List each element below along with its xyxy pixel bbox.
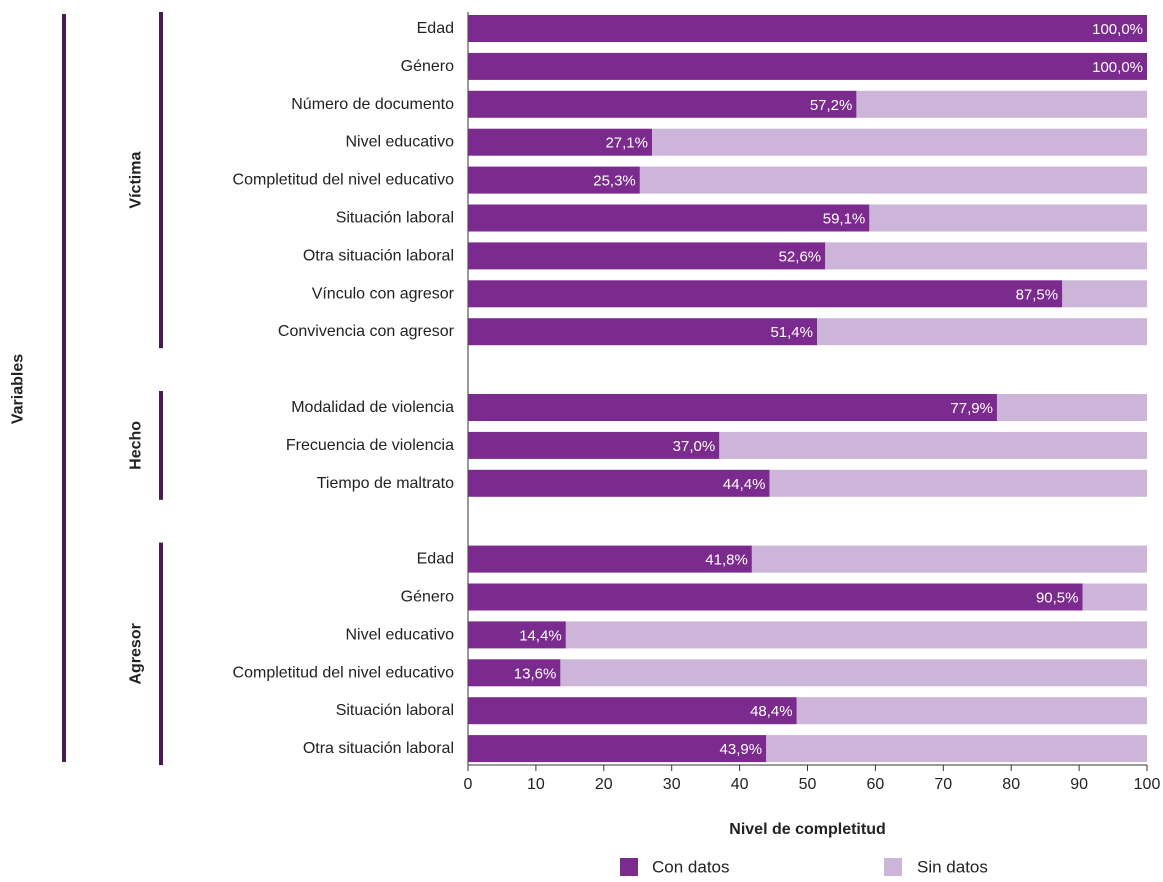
legend-label-con-datos: Con datos (652, 858, 730, 877)
group-bracket (159, 542, 163, 766)
data-label: 48,4% (750, 703, 793, 720)
data-label: 87,5% (1016, 286, 1059, 303)
bar-sin-datos (996, 394, 1147, 421)
data-label: 57,2% (810, 97, 853, 114)
data-label: 43,9% (720, 741, 763, 758)
category-label: Convivencia con agresor (278, 323, 455, 340)
data-label: 41,8% (705, 552, 748, 569)
data-label: 25,3% (593, 173, 636, 190)
data-label: 100,0% (1092, 21, 1143, 38)
x-tick-label: 80 (1002, 776, 1020, 793)
legend-swatch-sin-datos (884, 858, 902, 876)
data-label: 100,0% (1092, 59, 1143, 76)
data-label: 59,1% (823, 211, 866, 228)
variables-bracket (62, 14, 66, 762)
x-tick-label: 40 (731, 776, 749, 793)
category-label: Completitud del nivel educativo (233, 664, 455, 681)
category-label: Otra situación laboral (303, 247, 454, 264)
x-tick-label: 0 (464, 776, 473, 793)
bar-con-datos (468, 583, 1083, 611)
data-label: 51,4% (770, 324, 813, 341)
x-tick-label: 30 (663, 776, 681, 793)
x-tick-label: 20 (595, 776, 613, 793)
bar-con-datos (468, 166, 640, 194)
data-label: 52,6% (779, 248, 822, 265)
bar-sin-datos (825, 242, 1147, 270)
bar-con-datos (468, 469, 770, 497)
legend-swatch-con-datos (620, 858, 638, 876)
x-tick-label: 70 (934, 776, 952, 793)
bar-sin-datos (652, 128, 1147, 156)
data-label: 37,0% (673, 438, 716, 455)
group-label: Víctima (128, 152, 145, 209)
bar-con-datos (468, 545, 752, 573)
bar-con-datos (468, 15, 1147, 42)
x-tick-label: 10 (527, 776, 545, 793)
x-tick-label: 50 (799, 776, 817, 793)
data-label: 77,9% (950, 400, 993, 417)
y-axis-title: Variables (10, 354, 27, 424)
bar-sin-datos (766, 735, 1147, 763)
category-label: Tiempo de maltrato (317, 475, 454, 492)
group-label: Hecho (128, 421, 145, 470)
data-label: 90,5% (1036, 590, 1079, 607)
bar-con-datos (468, 318, 818, 346)
bar-sin-datos (796, 697, 1147, 725)
bar-sin-datos (639, 166, 1147, 194)
category-label: Modalidad de violencia (291, 399, 454, 416)
x-tick-label: 60 (867, 776, 885, 793)
category-label: Completitud del nivel educativo (233, 172, 455, 189)
category-label: Situación laboral (336, 210, 454, 227)
category-label: Edad (417, 551, 454, 568)
x-axis-title: Nivel de completitud (729, 821, 885, 838)
bar-con-datos (468, 431, 720, 459)
data-label: 44,4% (723, 476, 766, 493)
bar-con-datos (468, 697, 797, 725)
category-label: Nivel educativo (346, 626, 455, 643)
bar-sin-datos (817, 318, 1147, 346)
category-label: Edad (417, 20, 454, 37)
bar-con-datos (468, 280, 1063, 308)
legend-label-sin-datos: Sin datos (917, 858, 988, 877)
bar-sin-datos (1062, 280, 1147, 308)
bar-con-datos (468, 204, 870, 232)
bar-sin-datos (565, 621, 1147, 649)
bar-con-datos (468, 90, 857, 118)
group-bracket (159, 12, 163, 349)
bar-sin-datos (1082, 583, 1147, 611)
x-tick-label: 100 (1134, 776, 1161, 793)
bar-con-datos (468, 128, 653, 156)
group-bracket (159, 391, 163, 500)
category-label: Frecuencia de violencia (286, 437, 454, 454)
bar-con-datos (468, 659, 561, 687)
category-label: Nivel educativo (346, 134, 455, 151)
data-label: 14,4% (519, 627, 562, 644)
bar-con-datos (468, 52, 1147, 80)
bar-sin-datos (560, 659, 1147, 687)
bar-sin-datos (869, 204, 1147, 232)
data-label: 13,6% (514, 665, 557, 682)
bar-con-datos (468, 242, 826, 270)
bar-sin-datos (751, 545, 1147, 573)
data-label: 27,1% (605, 135, 648, 152)
group-label: Agresor (128, 623, 145, 684)
bar-sin-datos (719, 431, 1147, 459)
x-tick-label: 90 (1070, 776, 1088, 793)
category-label: Género (401, 589, 454, 606)
category-label: Situación laboral (336, 702, 454, 719)
bar-con-datos (468, 735, 767, 763)
bar-sin-datos (856, 90, 1147, 118)
category-label: Género (401, 58, 454, 75)
bar-con-datos (468, 621, 566, 649)
category-label: Número de documento (291, 96, 454, 113)
category-label: Otra situación laboral (303, 740, 454, 757)
category-label: Vínculo con agresor (312, 285, 455, 302)
bar-sin-datos (769, 469, 1147, 497)
bar-con-datos (468, 394, 997, 421)
